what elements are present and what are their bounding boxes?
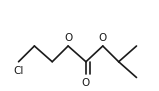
Text: O: O	[82, 78, 90, 88]
Text: Cl: Cl	[13, 66, 24, 76]
Text: O: O	[99, 33, 107, 43]
Text: O: O	[64, 33, 72, 43]
